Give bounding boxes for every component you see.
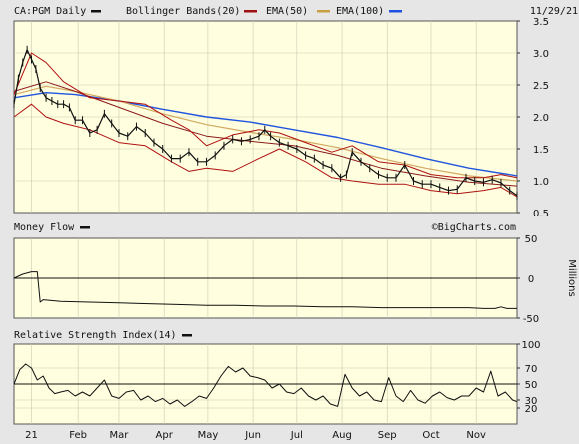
header-bar xyxy=(0,0,579,20)
money-flow-unit: Millions xyxy=(566,259,577,296)
x-label-7: Aug xyxy=(332,430,352,441)
legend-bollinger-swatch xyxy=(244,10,257,13)
legend-ema50-swatch xyxy=(317,10,330,13)
legend-ema50-label: EMA(50) xyxy=(266,6,308,17)
x-label-4: May xyxy=(198,430,219,441)
price-series-1 xyxy=(13,52,518,179)
rsi-strip xyxy=(0,322,579,344)
x-label-6: Jul xyxy=(290,430,303,441)
price-series-layer xyxy=(13,45,518,200)
x-label-10: Nov xyxy=(466,430,486,441)
rsi-legend-swatch xyxy=(182,334,192,337)
symbol-label: CA:PGM Daily xyxy=(14,6,86,17)
money-flow-series-layer xyxy=(13,271,517,309)
x-label-0: 21 xyxy=(25,430,38,441)
rsi-series-layer xyxy=(13,363,518,407)
rsi-ytick-label-1: 30 xyxy=(525,396,538,407)
x-label-2: Mar xyxy=(110,430,130,441)
watermark: ©BigCharts.com xyxy=(432,222,516,233)
x-label-1: Feb xyxy=(69,430,87,441)
price-grid xyxy=(14,21,517,213)
money-flow-legend-swatch xyxy=(80,226,90,229)
mf-ytick-label-2: 50 xyxy=(525,234,538,245)
x-axis: 21 Feb Mar Apr May Jun Jul Aug Sep Oct Nov xyxy=(25,430,486,441)
price-ytick-label-3: 2.0 xyxy=(533,113,549,124)
price-series-0 xyxy=(13,49,518,197)
money-flow-y-axis: -50 0 50 xyxy=(517,234,539,325)
price-series-5 xyxy=(13,91,518,177)
rsi-grid xyxy=(14,344,517,424)
money-flow-grid xyxy=(14,238,517,318)
rsi-ytick-label-0: 20 xyxy=(525,404,538,415)
legend-ema100-label: EMA(100) xyxy=(336,6,384,17)
mf-ytick-label-0: -50 xyxy=(523,314,539,325)
price-series-2 xyxy=(13,103,518,198)
price-ytick-label-4: 2.5 xyxy=(533,81,549,92)
price-y-axis: 0.5 1.0 1.5 2.0 2.5 3.0 3.5 xyxy=(517,17,549,220)
price-legend-swatch xyxy=(91,10,101,13)
price-ytick-label-2: 1.5 xyxy=(533,145,549,156)
rsi-ytick-label-3: 70 xyxy=(525,364,538,375)
money-flow-title: Money Flow xyxy=(14,222,75,233)
price-ytick-label-1: 1.0 xyxy=(533,177,549,188)
rsi-series-0 xyxy=(13,363,518,407)
mf-ytick-label-1: 0 xyxy=(528,274,534,285)
x-label-3: Apr xyxy=(156,430,174,441)
chart-date: 11/29/21 xyxy=(530,6,578,17)
price-ytick-label-6: 3.5 xyxy=(533,17,549,28)
rsi-ytick-label-4: 100 xyxy=(521,340,540,351)
rsi-ytick-label-2: 50 xyxy=(525,380,538,391)
x-label-5: Jun xyxy=(244,430,261,441)
x-label-9: Oct xyxy=(422,430,439,441)
price-ytick-label-5: 3.0 xyxy=(533,49,549,60)
price-ytick-label-0: 0.5 xyxy=(533,209,549,220)
mf-series-0 xyxy=(13,271,517,309)
legend-bollinger-label: Bollinger Bands(20) xyxy=(126,6,240,17)
x-label-8: Sep xyxy=(378,430,397,441)
legend-blue-swatch xyxy=(389,10,402,13)
rsi-title: Relative Strength Index(14) xyxy=(14,330,177,341)
